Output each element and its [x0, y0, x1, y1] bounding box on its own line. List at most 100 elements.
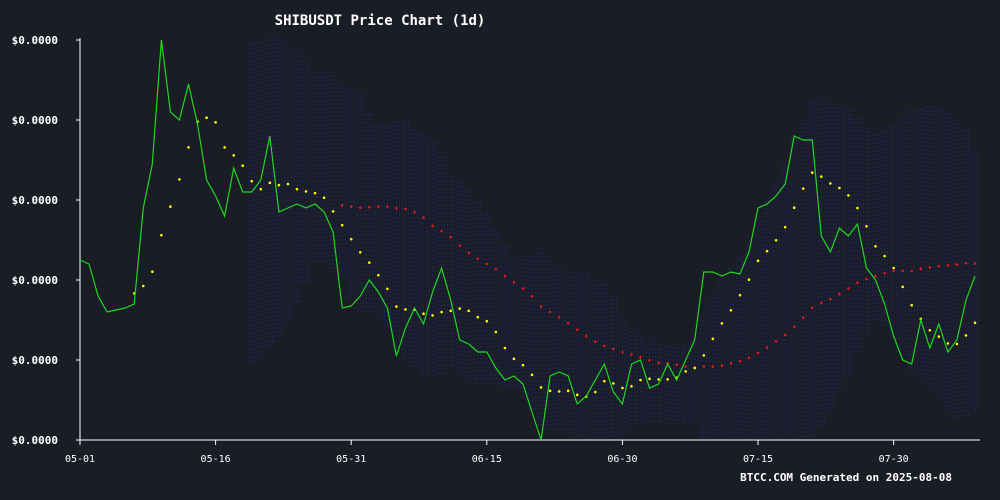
- fast-ma-point: [494, 330, 498, 334]
- fast-ma-point: [313, 191, 317, 195]
- slow-ma-point: [955, 263, 959, 266]
- slow-ma-point: [349, 205, 353, 208]
- fast-ma-point: [838, 186, 841, 190]
- slow-ma-point: [621, 350, 624, 354]
- fast-ma-point: [232, 154, 235, 157]
- fast-ma-point: [892, 266, 895, 270]
- slow-ma-point: [810, 306, 814, 309]
- slow-ma-point: [865, 277, 868, 281]
- fast-ma-point: [151, 270, 154, 274]
- price-line: [79, 39, 976, 441]
- x-tick-label: 07-30: [879, 454, 909, 465]
- fast-ma-point: [910, 303, 914, 307]
- fast-ma-point: [901, 285, 904, 289]
- slow-ma-point: [820, 301, 823, 305]
- fast-ma-point: [268, 181, 272, 185]
- slow-ma-point: [340, 203, 344, 207]
- fast-ma-point: [205, 116, 208, 120]
- slow-ma-point: [973, 262, 977, 265]
- fast-ma-point: [331, 210, 335, 213]
- fast-ma-point: [286, 182, 290, 186]
- slow-ma-point: [512, 280, 516, 284]
- fast-ma-point: [377, 273, 380, 277]
- fast-ma-point: [358, 250, 362, 254]
- slow-ma-point: [584, 334, 588, 338]
- fast-ma-point: [277, 183, 281, 187]
- fast-ma-point: [666, 378, 669, 381]
- slow-ma-point: [946, 263, 950, 267]
- fast-ma-point: [756, 259, 760, 263]
- slow-ma-point: [557, 316, 561, 319]
- x-tick-label: 06-30: [607, 454, 637, 465]
- slow-ma-dots: [340, 203, 977, 369]
- footer-credit: BTCC.COM Generated on 2025-08-08: [740, 471, 952, 484]
- slow-ma-point: [792, 325, 796, 329]
- fast-ma-point: [801, 187, 805, 190]
- slow-ma-point: [422, 216, 425, 219]
- fast-ma-point: [548, 389, 552, 393]
- slow-ma-point: [711, 365, 715, 368]
- slow-ma-point: [720, 364, 724, 368]
- slow-ma-point: [458, 244, 461, 247]
- slow-ma-point: [449, 235, 452, 239]
- x-tick-label: 05-31: [336, 454, 366, 465]
- slow-ma-point: [539, 305, 543, 308]
- x-tick-label: 05-01: [65, 454, 95, 465]
- fast-ma-point: [169, 205, 172, 208]
- slow-ma-point: [386, 205, 389, 208]
- fast-ma-point: [594, 390, 597, 394]
- slow-ma-point: [756, 351, 760, 355]
- fast-ma-point: [259, 187, 263, 191]
- y-tick-label: $0.0000: [12, 114, 58, 127]
- slow-ma-point: [702, 365, 706, 368]
- y-tick-label: $0.0000: [12, 354, 58, 367]
- slow-ma-point: [675, 363, 678, 367]
- slow-ma-point: [684, 365, 688, 368]
- fast-ma-point: [141, 284, 145, 288]
- fast-ma-point: [847, 194, 850, 197]
- fast-ma-point: [214, 120, 217, 124]
- fast-ma-point: [539, 386, 543, 389]
- fast-ma-point: [937, 335, 941, 338]
- slow-ma-point: [783, 333, 787, 337]
- slow-ma-point: [964, 261, 968, 265]
- slow-ma-point: [919, 267, 923, 271]
- fast-ma-point: [449, 309, 452, 313]
- fast-ma-point: [304, 190, 308, 193]
- y-tick-label: $0.0000: [12, 34, 58, 47]
- slow-ma-point: [367, 205, 371, 209]
- slow-ma-point: [476, 257, 480, 261]
- fast-ma-point: [250, 179, 254, 183]
- slow-ma-point: [630, 353, 633, 356]
- axes: $0.0000 $0.0000 $0.0000 $0.0000 $0.0000 $0.00…: [12, 34, 980, 465]
- fast-ma-point: [566, 389, 570, 393]
- fast-ma-point: [964, 334, 968, 337]
- slow-ma-point: [485, 262, 489, 266]
- price-line-group: [79, 39, 976, 441]
- fast-ma-point: [178, 178, 181, 181]
- fast-ma-point: [612, 382, 615, 385]
- fast-ma-point: [295, 187, 299, 191]
- x-tick-label: 06-15: [472, 454, 502, 465]
- fast-ma-point: [395, 305, 398, 308]
- slow-ma-point: [440, 229, 443, 233]
- fast-ma-point: [575, 393, 579, 397]
- fast-ma-point: [874, 244, 877, 248]
- fast-ma-point: [521, 363, 525, 367]
- slow-ma-point: [639, 355, 642, 359]
- slow-ma-point: [774, 340, 778, 343]
- fast-ma-point: [702, 354, 706, 357]
- fast-ma-point: [684, 370, 688, 373]
- fast-ma-point: [603, 379, 606, 383]
- fast-ma-point: [657, 378, 660, 381]
- fast-ma-point: [820, 175, 823, 178]
- fast-ma-point: [829, 182, 832, 185]
- slow-ma-point: [847, 287, 850, 290]
- slow-ma-point: [838, 292, 841, 296]
- slow-ma-point: [431, 224, 434, 228]
- fast-ma-point: [467, 309, 471, 313]
- fast-ma-point: [973, 321, 977, 325]
- slow-ma-point: [765, 346, 769, 349]
- fast-ma-point: [711, 337, 715, 341]
